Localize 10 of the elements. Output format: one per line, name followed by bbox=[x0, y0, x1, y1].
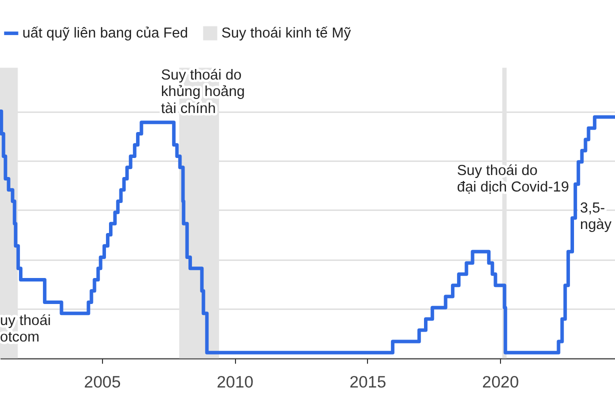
annotation: 3,5- ngày bbox=[580, 200, 612, 234]
annotation: Suy thoái do đại dịch Covid-19 bbox=[457, 163, 570, 196]
legend-label: Suy thoái kinh tế Mỹ bbox=[221, 25, 352, 42]
annotation: Suy thoái do khủng hoảng tài chính bbox=[161, 68, 245, 117]
x-tick-label: 2005 bbox=[84, 373, 121, 392]
x-tick-label: 2010 bbox=[216, 373, 254, 392]
annotation: uy thoái otcom bbox=[0, 313, 51, 346]
x-tick-label: 2015 bbox=[349, 373, 386, 392]
x-tick-label: 2020 bbox=[482, 373, 519, 392]
legend-label: uất quỹ liên bang của Fed bbox=[22, 25, 188, 42]
